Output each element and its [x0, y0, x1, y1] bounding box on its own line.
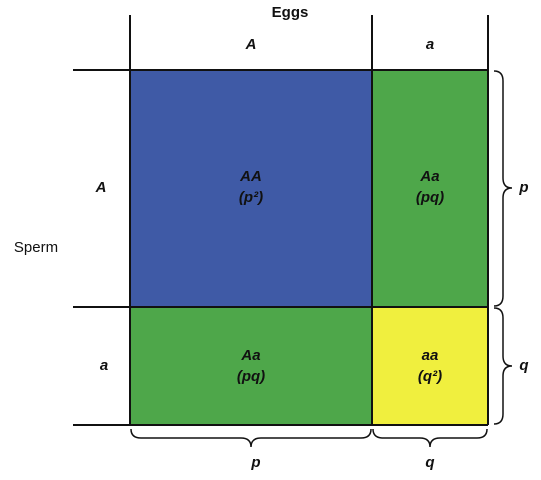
frequency: (p²)	[239, 189, 263, 206]
row-label: a	[100, 357, 108, 374]
frequency: (pq)	[237, 368, 265, 385]
column-label: A	[245, 36, 257, 53]
brace-label: q	[425, 454, 434, 471]
side-label: Sperm	[14, 239, 58, 256]
cell-AA	[130, 70, 372, 307]
brace	[372, 428, 488, 448]
brace	[130, 428, 372, 448]
frequency: (q²)	[418, 368, 442, 385]
brace	[493, 307, 513, 425]
row-label: A	[95, 179, 107, 196]
cell-aa	[372, 307, 488, 425]
brace	[493, 70, 513, 307]
genotype: Aa	[240, 347, 260, 364]
frequency: (pq)	[416, 189, 444, 206]
genotype: Aa	[419, 168, 439, 185]
brace-label: q	[519, 357, 528, 374]
column-label: a	[426, 36, 434, 53]
brace-label: p	[250, 454, 260, 471]
cell-Aa-top	[372, 70, 488, 307]
cell-Aa-bottom	[130, 307, 372, 425]
genotype: AA	[239, 168, 262, 185]
title: Eggs	[272, 4, 309, 21]
brace-label: p	[518, 179, 528, 196]
genotype: aa	[422, 347, 439, 364]
